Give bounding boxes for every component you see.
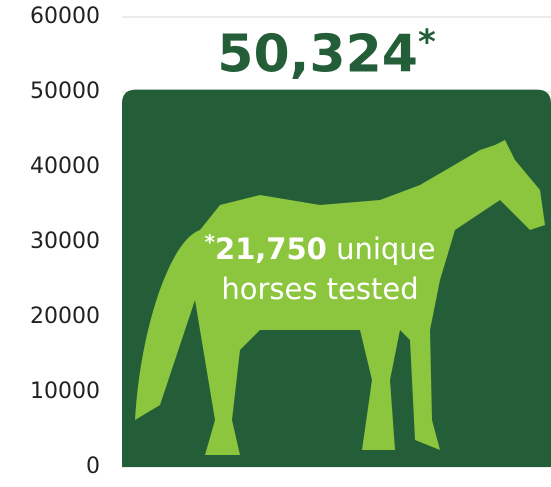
value-label-marker: * — [418, 22, 436, 62]
footnote-marker: * — [204, 230, 214, 254]
y-tick-label: 20000 — [30, 304, 100, 329]
y-tick-label: 60000 — [30, 4, 100, 29]
y-tick-label: 30000 — [30, 229, 100, 254]
y-tick-label: 50000 — [30, 79, 100, 104]
footnote: *21,750 unique horses tested — [180, 222, 460, 309]
y-tick-label: 0 — [86, 454, 100, 479]
page: 010000200003000040000500006000050,324* *… — [0, 0, 551, 487]
value-label: 50,324* — [217, 22, 436, 85]
footnote-count: 21,750 — [215, 232, 327, 266]
value-label-text: 50,324 — [217, 25, 418, 85]
y-tick-label: 40000 — [30, 154, 100, 179]
y-tick-label: 10000 — [30, 379, 100, 404]
